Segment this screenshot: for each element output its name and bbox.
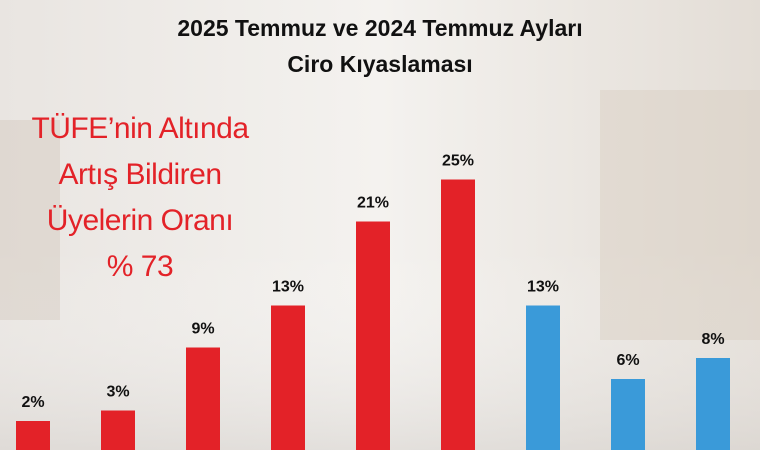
background-shop xyxy=(0,120,60,320)
bar xyxy=(356,221,390,450)
value-label: 8% xyxy=(701,331,724,348)
annotation: Üyelerin Oranı xyxy=(47,204,233,237)
bar xyxy=(186,347,220,450)
bar xyxy=(271,305,305,450)
chart-title: Ciro Kıyaslaması xyxy=(287,51,472,77)
bar xyxy=(526,305,560,450)
annotation: Artış Bildiren xyxy=(58,158,221,191)
bar xyxy=(611,379,645,450)
value-label: 9% xyxy=(191,321,214,338)
value-label: 25% xyxy=(442,153,474,170)
bar xyxy=(16,421,50,450)
value-label: 6% xyxy=(616,352,639,369)
bar xyxy=(441,179,475,450)
background-shop xyxy=(600,90,760,340)
bar xyxy=(696,358,730,450)
chart-title: 2025 Temmuz ve 2024 Temmuz Ayları xyxy=(177,15,582,41)
annotation: % 73 xyxy=(107,250,173,283)
bar xyxy=(101,410,135,450)
value-label: 3% xyxy=(106,384,129,401)
value-label: 2% xyxy=(21,394,44,411)
value-label: 21% xyxy=(357,195,389,212)
annotation: TÜFE’nin Altında xyxy=(31,112,249,145)
value-label: 13% xyxy=(527,279,559,296)
value-label: 13% xyxy=(272,279,304,296)
